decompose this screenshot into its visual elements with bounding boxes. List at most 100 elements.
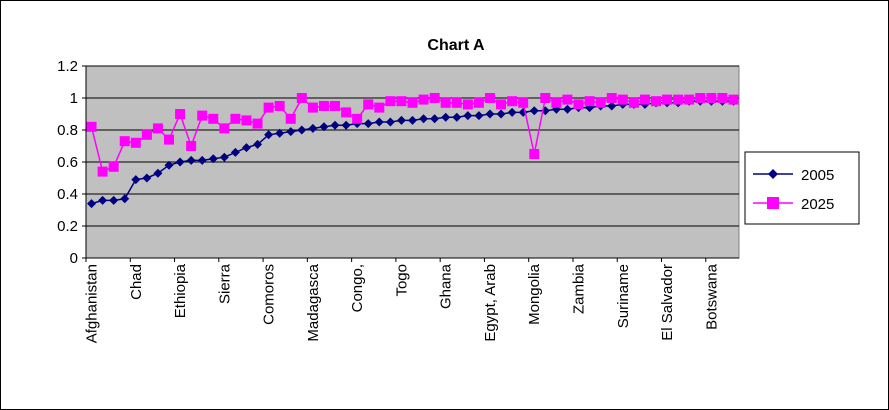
y-tick-label: 1	[70, 90, 78, 107]
data-point-2025	[130, 137, 141, 148]
data-point-2025	[662, 94, 673, 105]
x-tick-label: El Salvador	[659, 264, 676, 341]
x-tick-label: Sierra	[216, 263, 233, 304]
data-point-2005	[341, 120, 351, 130]
data-point-2025	[562, 94, 573, 105]
data-point-2025	[418, 94, 429, 105]
data-point-2025	[152, 123, 163, 134]
data-point-2025	[728, 94, 739, 105]
y-tick-label: 0.4	[57, 186, 78, 203]
data-point-2025	[684, 94, 695, 105]
x-tick-label: Egypt, Arab	[482, 264, 499, 342]
y-tick-label: 0	[70, 250, 78, 267]
y-tick-label: 1.2	[57, 58, 78, 75]
legend-label-2025: 2025	[801, 196, 834, 213]
data-point-2025	[108, 161, 119, 172]
data-point-2005	[264, 130, 274, 140]
data-point-2005	[186, 155, 196, 165]
x-tick-label: Ethiopia	[172, 263, 189, 318]
data-point-2005	[562, 104, 572, 114]
data-point-2025	[230, 113, 241, 124]
data-point-2025	[186, 141, 197, 151]
data-point-2005	[308, 123, 318, 133]
data-point-2025	[429, 93, 440, 103]
x-tick-label: Madagasca	[305, 263, 322, 341]
data-point-2025	[717, 93, 728, 103]
data-point-2025	[119, 136, 130, 147]
data-point-2025	[396, 96, 407, 107]
data-point-2005	[463, 111, 473, 121]
data-point-2025	[440, 97, 451, 108]
legend-box	[744, 151, 860, 225]
data-point-2025	[352, 113, 363, 124]
data-point-2025	[86, 121, 97, 132]
data-point-2025	[175, 109, 186, 119]
data-point-2005	[241, 143, 251, 153]
data-point-2005	[607, 101, 617, 111]
data-point-2005	[275, 128, 285, 138]
data-point-2025	[219, 123, 230, 134]
data-point-2005	[419, 114, 429, 124]
legend: 2005 2025	[744, 151, 860, 225]
data-point-2025	[451, 97, 462, 108]
x-tick-label: Ghana	[438, 263, 455, 309]
data-point-2025	[673, 94, 684, 105]
data-point-2005	[385, 117, 395, 127]
data-point-2025	[617, 94, 628, 105]
data-point-2005	[374, 117, 384, 127]
data-point-2025	[518, 97, 529, 108]
data-point-2005	[507, 107, 517, 117]
data-point-2005	[330, 120, 340, 130]
data-point-2025	[241, 115, 252, 126]
data-point-2025	[141, 129, 152, 140]
x-tick-label: Botswana	[703, 263, 720, 330]
data-point-2025	[606, 93, 617, 103]
data-point-2025	[197, 110, 208, 121]
data-point-2025	[595, 97, 606, 108]
y-tick-label: 0.6	[57, 154, 78, 171]
data-point-2025	[330, 101, 341, 111]
legend-label-2005: 2005	[801, 167, 834, 184]
data-point-2025	[484, 93, 495, 103]
data-point-2005	[396, 115, 406, 125]
x-tick-label: Afghanistan	[84, 264, 101, 343]
data-point-2005	[452, 112, 462, 122]
data-point-2005	[253, 139, 263, 149]
data-point-2005	[142, 173, 152, 183]
data-point-2005	[219, 152, 229, 162]
data-point-2025	[584, 96, 595, 107]
data-point-2025	[263, 102, 274, 113]
data-point-2025	[573, 99, 584, 110]
data-point-2025	[363, 99, 374, 110]
data-point-2005	[208, 154, 218, 164]
data-point-2025	[341, 107, 352, 118]
x-tick-label: Suriname	[615, 264, 632, 328]
data-point-2025	[252, 118, 263, 129]
data-point-2025	[695, 93, 706, 103]
data-point-2025	[628, 97, 639, 108]
plot-area-group: 0 0.2 0.4 0.6 0.8 1 1.2 Afghanistan Chad Ethiopia…	[57, 58, 740, 343]
data-point-2005	[496, 109, 506, 119]
data-point-2005	[164, 160, 174, 170]
data-point-2025	[473, 97, 484, 108]
data-point-2025	[462, 99, 473, 110]
data-point-2005	[430, 114, 440, 124]
data-point-2025	[164, 134, 175, 145]
data-point-2005	[197, 155, 207, 165]
x-tick-label: Chad	[128, 264, 145, 300]
data-point-2025	[374, 102, 385, 113]
data-point-2025	[97, 166, 108, 177]
data-point-2005	[131, 175, 141, 185]
data-point-2025	[496, 99, 507, 110]
x-tick-label: Comoros	[261, 264, 278, 325]
data-point-2025	[706, 93, 717, 103]
data-point-2005	[286, 127, 296, 137]
data-point-2025	[318, 101, 329, 111]
data-point-2005	[153, 168, 163, 178]
data-point-2025	[208, 113, 219, 124]
data-point-2005	[485, 109, 495, 119]
data-point-2005	[408, 115, 417, 125]
data-point-2005	[230, 147, 240, 157]
data-point-2025	[307, 102, 318, 113]
